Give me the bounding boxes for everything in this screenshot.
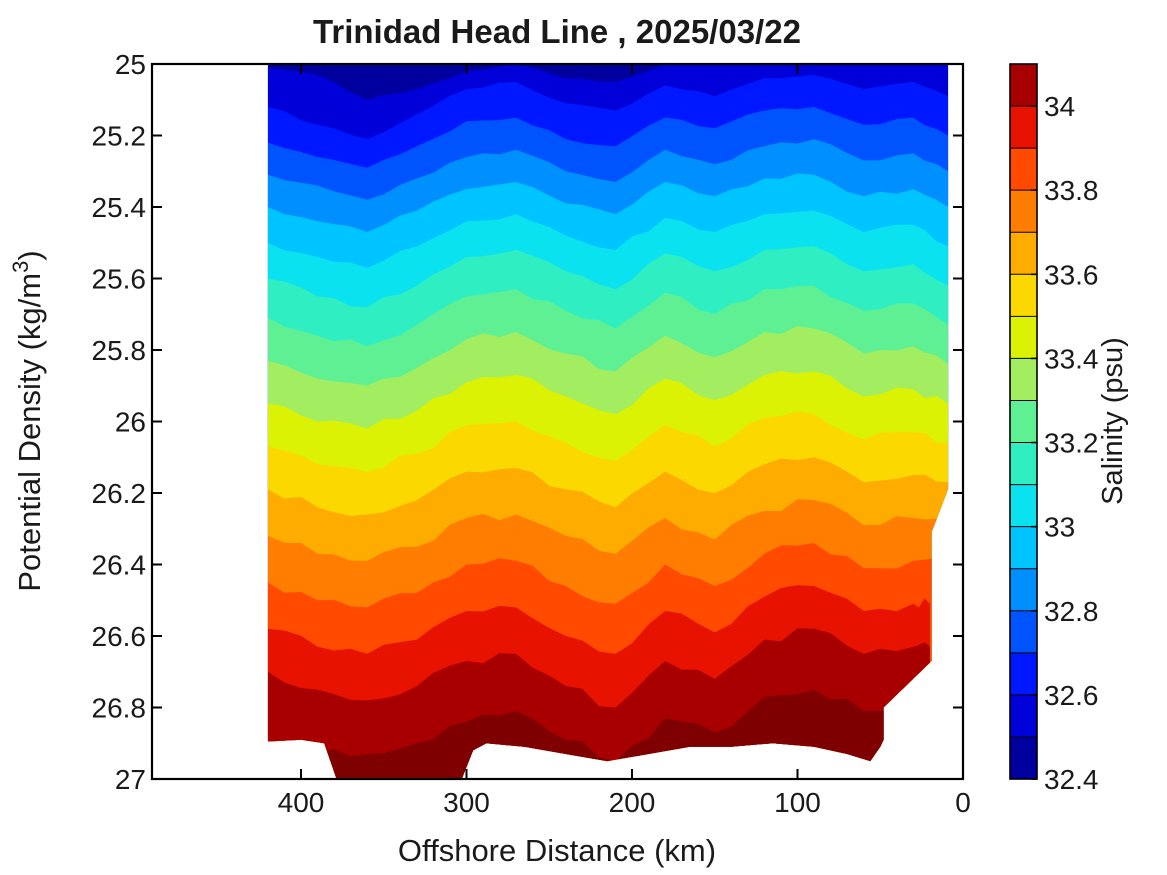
y-tick-label: 25.6: [92, 264, 147, 295]
colorbar-band: [1010, 568, 1037, 612]
colorbar-band: [1010, 106, 1037, 149]
colorbar-tick-label: 33.8: [1044, 175, 1099, 206]
y-tick-label: 26.8: [92, 693, 147, 724]
y-tick-label: 26: [115, 407, 146, 438]
colorbar-band: [1010, 442, 1037, 486]
x-axis-label: Offshore Distance (km): [398, 833, 716, 868]
colorbar: 34 33.8 33.6 33.4 33.2 33 32.8 32.6 32.4: [1009, 63, 1099, 795]
colorbar-band: [1010, 610, 1037, 654]
colorbar-band: [1010, 316, 1037, 359]
axes-box: [150, 62, 965, 781]
colorbar-band: [1010, 232, 1037, 275]
colorbar-tick-label: 33.4: [1044, 343, 1099, 374]
colorbar-band: [1010, 736, 1037, 780]
y-tick-label: 26.4: [92, 550, 147, 581]
colorbar-band: [1010, 190, 1037, 233]
y-tick-label: 26.2: [92, 478, 147, 509]
colorbar-frame: [1009, 63, 1038, 780]
y-axis-label-superscript: 3: [8, 261, 33, 273]
colorbar-band: [1010, 484, 1037, 528]
colorbar-band: [1010, 526, 1037, 570]
colorbar-band: [1010, 694, 1037, 738]
y-tick-label: 25.8: [92, 335, 147, 366]
x-tick-label: 300: [443, 787, 490, 818]
x-tick-label: 0: [955, 787, 971, 818]
tick-labels: 400 300 200 100 0 25 25.2 25.4 25.6 25.8 26 26.2 26.…: [92, 49, 971, 818]
colorbar-band: [1010, 148, 1037, 191]
y-tick-label: 27: [115, 764, 146, 795]
contour-band-34: [267, 628, 930, 779]
colorbar-band: [1010, 274, 1037, 317]
plot-title: Trinidad Head Line , 2025/03/22: [313, 13, 801, 50]
x-tick-label: 200: [609, 787, 656, 818]
plot-area: [267, 64, 949, 779]
y-axis-label-text: Potential Density (kg/m: [12, 273, 47, 592]
x-tick-label: 400: [278, 787, 325, 818]
colorbar-tick-label: 33.6: [1044, 259, 1099, 290]
contour-bands: [267, 64, 949, 779]
colorbar-label: Salinity (psu): [1097, 337, 1129, 505]
colorbar-tick-label: 32.4: [1044, 764, 1099, 795]
y-tick-label: 25: [115, 49, 146, 80]
colorbar-band: [1010, 64, 1037, 107]
colorbar-band: [1010, 652, 1037, 696]
colorbar-tick-label: 33: [1044, 512, 1075, 543]
y-tick-label: 25.4: [92, 192, 147, 223]
colorbar-band: [1010, 358, 1037, 401]
colorbar-tick-label: 32.6: [1044, 680, 1099, 711]
y-tick-label: 25.2: [92, 121, 147, 152]
colorbar-tick-label: 33.2: [1044, 428, 1099, 459]
x-tick-label: 100: [774, 787, 821, 818]
colorbar-tick-label: 34: [1044, 91, 1075, 122]
y-axis-label: Potential Density (kg/m3): [8, 250, 47, 591]
colorbar-band: [1010, 400, 1037, 444]
y-axis-label-close: ): [12, 250, 47, 260]
y-tick-label: 26.6: [92, 621, 147, 652]
colorbar-tick-label: 32.8: [1044, 596, 1099, 627]
